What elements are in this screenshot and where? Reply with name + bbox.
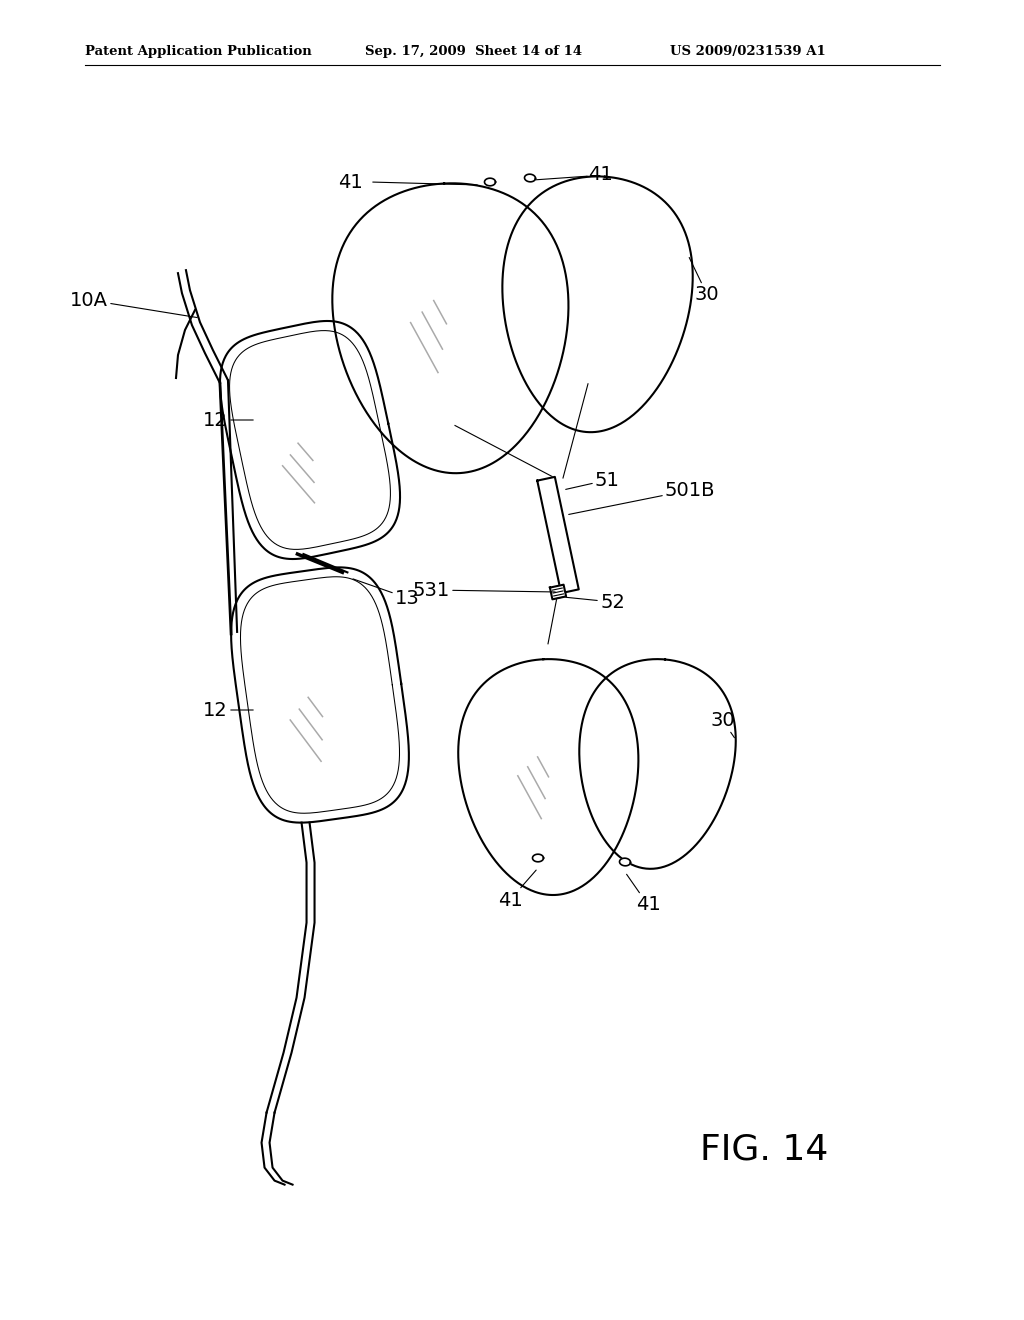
Text: 41: 41 [627,874,660,915]
Text: 12: 12 [203,701,253,719]
Polygon shape [580,659,736,869]
Text: 12: 12 [203,411,253,429]
Text: 501B: 501B [568,480,716,515]
Text: Sep. 17, 2009  Sheet 14 of 14: Sep. 17, 2009 Sheet 14 of 14 [365,45,582,58]
Text: 52: 52 [566,593,625,611]
Polygon shape [333,183,568,473]
Polygon shape [503,177,692,432]
Text: 13: 13 [353,579,420,607]
Polygon shape [550,585,566,599]
Text: 30: 30 [689,257,720,305]
Text: 51: 51 [565,470,620,490]
Text: 41: 41 [588,165,612,185]
Polygon shape [231,568,409,822]
Text: 10A: 10A [70,290,198,318]
Text: US 2009/0231539 A1: US 2009/0231539 A1 [670,45,825,58]
Polygon shape [458,659,638,895]
Text: 41: 41 [338,173,362,191]
Text: FIG. 14: FIG. 14 [700,1133,828,1167]
Text: Patent Application Publication: Patent Application Publication [85,45,311,58]
Polygon shape [538,477,579,593]
Text: 41: 41 [498,870,537,909]
Polygon shape [220,321,400,558]
Text: 30: 30 [710,710,734,738]
Text: 531: 531 [413,581,555,599]
Polygon shape [484,178,496,186]
Polygon shape [620,858,631,866]
Polygon shape [524,174,536,182]
Polygon shape [532,854,544,862]
